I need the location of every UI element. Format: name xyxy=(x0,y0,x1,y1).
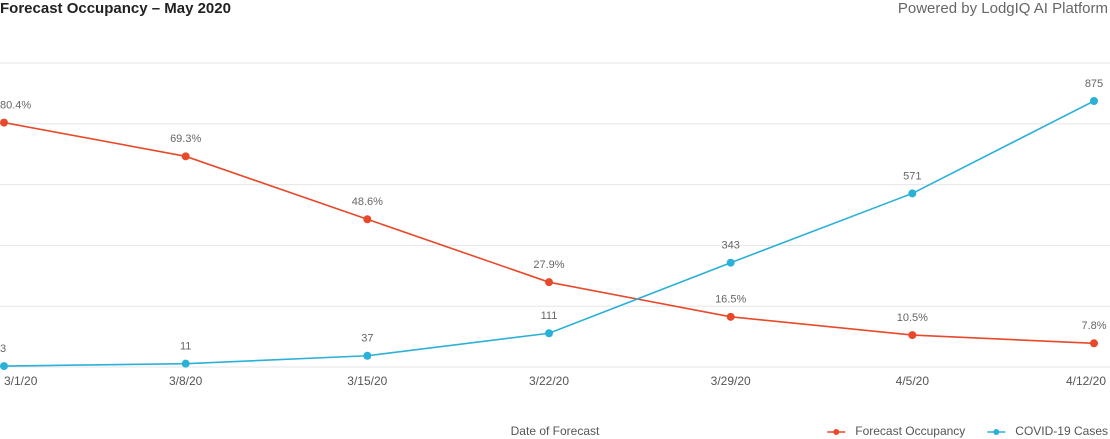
x-tick-label: 4/12/20 xyxy=(1066,374,1106,388)
legend-label: COVID-19 Cases xyxy=(1015,424,1108,438)
data-point xyxy=(181,152,190,161)
data-label: 80.4% xyxy=(0,99,31,111)
x-tick-label: 3/8/20 xyxy=(169,374,203,388)
legend-swatch-dot xyxy=(833,429,840,435)
data-label: 10.5% xyxy=(897,312,928,324)
data-point xyxy=(1090,339,1098,348)
data-label: 16.5% xyxy=(715,294,746,306)
data-label: 111 xyxy=(541,310,558,322)
data-label: 571 xyxy=(903,170,921,182)
data-point xyxy=(545,329,553,338)
data-point xyxy=(545,278,553,287)
data-point xyxy=(908,189,917,198)
data-point xyxy=(908,331,917,340)
data-label: 37 xyxy=(361,333,373,345)
data-point xyxy=(363,215,372,224)
x-tick-label: 4/5/20 xyxy=(896,374,930,388)
legend-label: Forecast Occupancy xyxy=(855,424,965,438)
x-tick-label: 3/15/20 xyxy=(347,374,387,388)
chart-subtitle: Powered by LodgIQ AI Platform xyxy=(898,0,1108,17)
chart-title: Forecast Occupancy – May 2020 xyxy=(0,0,231,17)
series-line xyxy=(3,100,1095,367)
data-label: 69.3% xyxy=(170,133,201,145)
data-point xyxy=(0,362,8,371)
data-label: 343 xyxy=(721,240,739,252)
data-label: 7.8% xyxy=(1081,320,1106,332)
data-label: 11 xyxy=(180,341,191,353)
x-axis-title: Date of Forecast xyxy=(511,424,600,438)
data-label: 48.6% xyxy=(352,196,383,208)
x-tick-label: 3/22/20 xyxy=(529,374,569,388)
data-point xyxy=(1090,97,1098,105)
x-tick-label: 3/1/20 xyxy=(4,374,38,388)
data-label: 875 xyxy=(1085,78,1103,90)
data-label: 3 xyxy=(0,343,6,355)
x-tick-label: 3/29/20 xyxy=(711,374,751,388)
data-point xyxy=(0,118,8,127)
data-point xyxy=(726,258,735,267)
data-point xyxy=(726,312,735,321)
data-label: 27.9% xyxy=(533,259,564,271)
legend-swatch-dot xyxy=(993,429,1000,435)
data-point xyxy=(181,359,190,368)
data-point xyxy=(363,351,372,360)
